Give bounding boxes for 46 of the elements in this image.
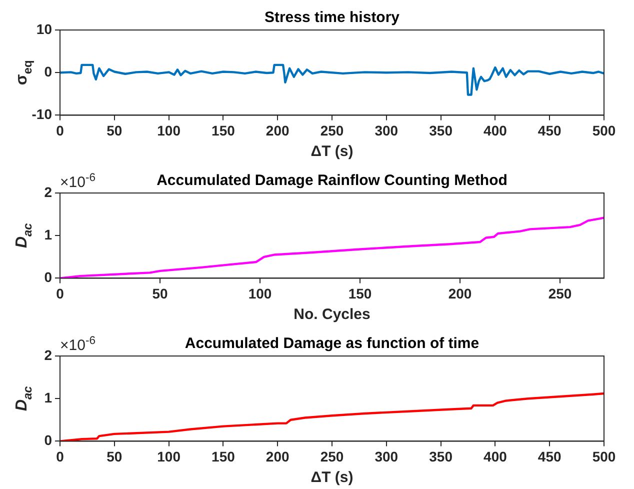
y-tick-label: -10	[32, 106, 52, 122]
x-tick-label: 50	[106, 122, 122, 138]
y-tick-label: 0	[44, 269, 52, 286]
x-tick-label: 100	[157, 122, 181, 138]
chart-title: Accumulated Damage as function of time	[184, 335, 480, 352]
x-tick-label: 150	[212, 122, 236, 138]
x-tick-label: 300	[374, 122, 398, 138]
x-tick-label: 200	[266, 448, 290, 464]
x-tick-label: 100	[248, 285, 272, 302]
x-tick-label: 350	[429, 448, 453, 464]
y-axis-title: Dac	[13, 222, 35, 248]
x-axis-title: No. Cycles	[294, 306, 370, 324]
x-tick-label: 150	[348, 285, 372, 302]
x-tick-label: 250	[320, 122, 344, 138]
y-tick-label: 10	[36, 20, 52, 37]
x-tick-label: 450	[538, 448, 562, 464]
y-tick-label: 0	[44, 63, 52, 80]
x-tick-label: 500	[592, 122, 616, 138]
x-tick-label: 350	[429, 122, 453, 138]
x-tick-label: 500	[592, 448, 616, 464]
x-tick-label: 150	[212, 448, 236, 464]
y-tick-label: 1	[44, 226, 52, 242]
y-axis-title: Dac	[13, 386, 35, 412]
y-tick-label: 0	[44, 432, 52, 448]
y-tick-label: 2	[44, 184, 52, 200]
y-axis-title: σeq	[13, 60, 35, 86]
x-tick-label: 250	[548, 285, 572, 302]
chart-title: Stress time history	[264, 9, 400, 26]
x-tick-label: 400	[484, 448, 508, 464]
chart-title: Accumulated Damage Rainflow Counting Method	[156, 172, 508, 189]
x-axis-title: ΔT (s)	[310, 143, 354, 160]
x-tick-label: 0	[56, 122, 64, 138]
y-tick-label: 1	[44, 389, 52, 406]
x-tick-label: 0	[56, 448, 64, 464]
x-tick-label: 50	[106, 448, 122, 464]
x-tick-label: 200	[448, 285, 472, 302]
x-tick-label: 50	[152, 285, 168, 302]
x-tick-label: 100	[157, 448, 181, 464]
x-tick-label: 250	[320, 448, 344, 464]
x-tick-label: 0	[56, 285, 64, 302]
x-tick-label: 450	[538, 122, 562, 138]
x-tick-label: 400	[484, 122, 508, 138]
x-tick-label: 300	[374, 448, 398, 464]
y-tick-label: 2	[44, 346, 52, 363]
x-axis-title: ΔT (s)	[310, 469, 354, 486]
x-tick-label: 200	[266, 122, 290, 138]
